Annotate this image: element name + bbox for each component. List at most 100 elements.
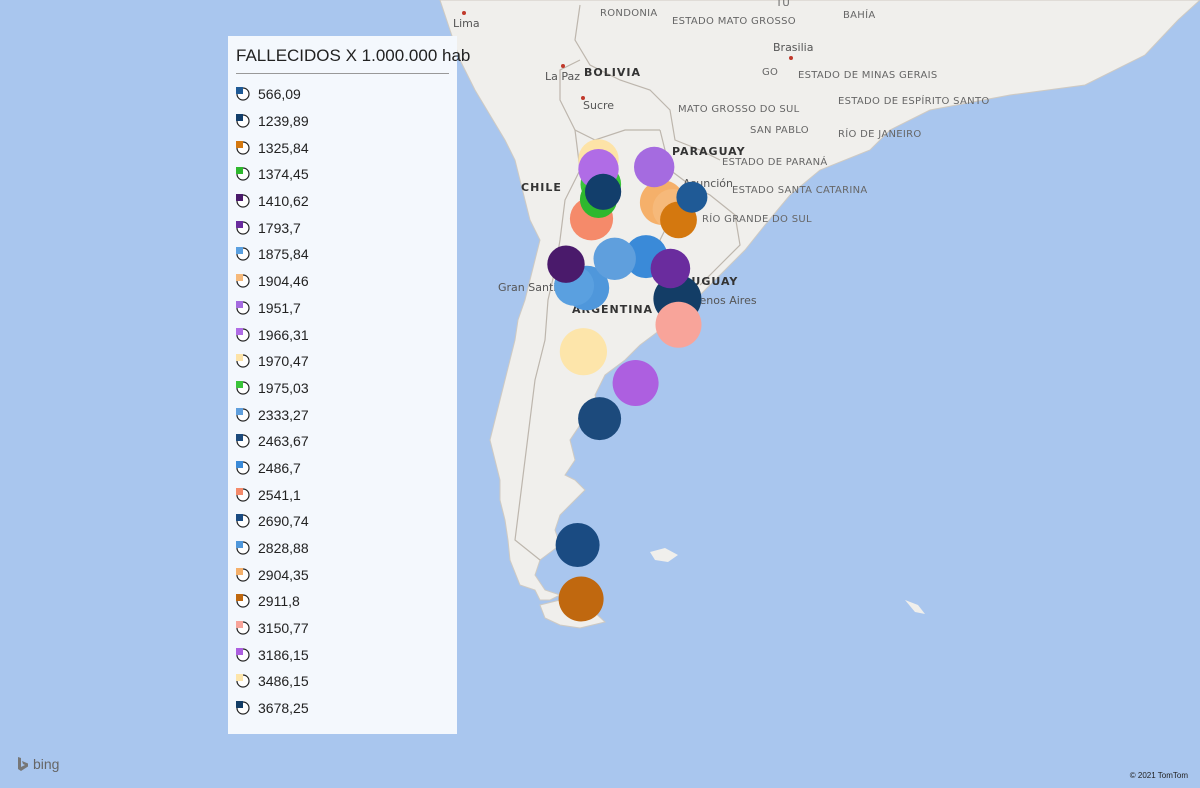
falkland-islands	[650, 548, 678, 562]
label-santa-catarina: ESTADO SANTA CATARINA	[732, 185, 868, 196]
pie-swatch-icon	[236, 194, 250, 208]
bubble-layer	[547, 139, 708, 622]
legend-item-label: 2904,35	[258, 566, 309, 583]
legend-item[interactable]: 2463,67	[236, 428, 449, 455]
legend-list: 566,09 1239,89 1325,84 1374,45 1410,62 1793,7…	[236, 81, 449, 722]
legend-panel: FALLECIDOS X 1.000.000 hab 566,09 1239,89…	[228, 36, 470, 734]
pie-swatch-icon	[236, 567, 250, 582]
pie-swatch-icon	[236, 621, 250, 635]
pie-swatch-icon	[236, 514, 250, 528]
legend-item[interactable]: 2904,35	[236, 561, 449, 588]
pie-swatch-icon	[236, 487, 250, 502]
legend-item[interactable]: 3186,15	[236, 641, 449, 668]
legend-item[interactable]: 1374,45	[236, 161, 449, 188]
label-rio-de-janeiro: RÍO DE JANEIRO	[838, 127, 922, 140]
legend-item[interactable]: 3678,25	[236, 695, 449, 722]
pie-swatch-icon	[236, 300, 250, 315]
pie-swatch-icon	[236, 541, 250, 555]
legend-item-label: 3486,15	[258, 673, 309, 690]
legend-item-label: 1951,7	[258, 299, 301, 316]
pie-swatch-icon	[236, 247, 250, 262]
label-san-pablo: SAN PABLO	[750, 125, 809, 136]
legend-item-label: 1239,89	[258, 113, 309, 130]
legend-item-label: 1970,47	[258, 353, 309, 370]
legend-item-label: 2690,74	[258, 513, 309, 530]
legend-item[interactable]: 1793,7	[236, 214, 449, 241]
label-la-paz: La Paz	[545, 70, 580, 83]
legend-item-label: 1374,45	[258, 166, 309, 183]
data-bubble[interactable]	[558, 576, 604, 622]
pie-swatch-icon	[236, 407, 250, 422]
legend-title: FALLECIDOS X 1.000.000 hab	[236, 46, 470, 74]
legend-item-label: 1975,03	[258, 379, 309, 396]
label-bolivia: BOLIVIA	[584, 66, 641, 79]
legend-item[interactable]: 3486,15	[236, 668, 449, 695]
legend-item[interactable]: 2911,8	[236, 588, 449, 615]
legend-item-label: 2828,88	[258, 540, 309, 557]
label-paraguay: PARAGUAY	[672, 145, 746, 158]
legend-item-label: 1875,84	[258, 246, 309, 263]
data-bubble[interactable]	[547, 245, 585, 283]
legend-item[interactable]: 2541,1	[236, 481, 449, 508]
pie-swatch-icon	[236, 220, 250, 235]
legend-item-label: 3678,25	[258, 700, 309, 717]
legend-item[interactable]: 2333,27	[236, 401, 449, 428]
legend-item[interactable]: 2828,88	[236, 535, 449, 562]
label-tu: TU	[775, 0, 790, 9]
legend-item[interactable]: 1325,84	[236, 134, 449, 161]
legend-item-label: 2333,27	[258, 406, 309, 423]
legend-item-label: 1966,31	[258, 326, 309, 343]
data-bubble[interactable]	[578, 397, 622, 441]
bing-logo[interactable]: bing	[16, 756, 59, 772]
legend-item-label: 566,09	[258, 86, 301, 103]
label-go: GO	[762, 67, 778, 78]
legend-item-label: 1410,62	[258, 193, 309, 210]
legend-item[interactable]: 1951,7	[236, 295, 449, 322]
pie-swatch-icon	[236, 114, 250, 128]
south-georgia	[905, 600, 925, 614]
pie-swatch-icon	[236, 87, 250, 101]
label-rio-grande-do-sul: RÍO GRANDE DO SUL	[702, 212, 812, 225]
legend-item[interactable]: 1904,46	[236, 268, 449, 295]
pie-swatch-icon	[236, 354, 250, 368]
label-mato-grosso-do-sul: MATO GROSSO DO SUL	[678, 104, 800, 115]
data-bubble[interactable]	[634, 146, 675, 188]
data-bubble[interactable]	[559, 328, 608, 376]
bing-icon	[18, 757, 28, 771]
pie-swatch-icon	[236, 647, 250, 662]
legend-item[interactable]: 2486,7	[236, 455, 449, 482]
legend-item-label: 2463,67	[258, 433, 309, 450]
legend-item[interactable]: 1966,31	[236, 321, 449, 348]
label-chile: CHILE	[521, 181, 562, 194]
pie-swatch-icon	[236, 167, 250, 182]
legend-item[interactable]: 2690,74	[236, 508, 449, 535]
data-bubble[interactable]	[555, 523, 600, 567]
data-bubble[interactable]	[650, 248, 691, 289]
legend-item[interactable]: 3150,77	[236, 615, 449, 642]
legend-item-label: 2911,8	[258, 593, 300, 610]
bing-logo-text: bing	[33, 756, 60, 772]
legend-item[interactable]: 566,09	[236, 81, 449, 108]
data-bubble[interactable]	[593, 237, 636, 280]
label-buenos-aires: Buenos Aires	[685, 294, 757, 307]
pie-swatch-icon	[236, 434, 250, 448]
data-bubble[interactable]	[612, 360, 659, 406]
legend-item[interactable]: 1975,03	[236, 375, 449, 402]
copyright-text: © 2021 TomTom	[1129, 771, 1188, 780]
legend-item[interactable]: 1410,62	[236, 188, 449, 215]
legend-item[interactable]: 1239,89	[236, 108, 449, 135]
legend-item[interactable]: 1875,84	[236, 241, 449, 268]
pie-swatch-icon	[236, 140, 250, 155]
legend-item[interactable]: 1970,47	[236, 348, 449, 375]
pie-swatch-icon	[236, 327, 250, 342]
data-bubble[interactable]	[585, 173, 622, 210]
label-rondonia: RONDONIA	[600, 8, 658, 19]
pie-swatch-icon	[236, 594, 250, 609]
legend-item-label: 2541,1	[258, 486, 301, 503]
data-bubble[interactable]	[676, 181, 708, 213]
pie-swatch-icon	[236, 274, 250, 288]
label-bahia: BAHÍA	[843, 8, 876, 21]
pie-swatch-icon	[236, 701, 250, 715]
data-bubble[interactable]	[655, 301, 702, 348]
